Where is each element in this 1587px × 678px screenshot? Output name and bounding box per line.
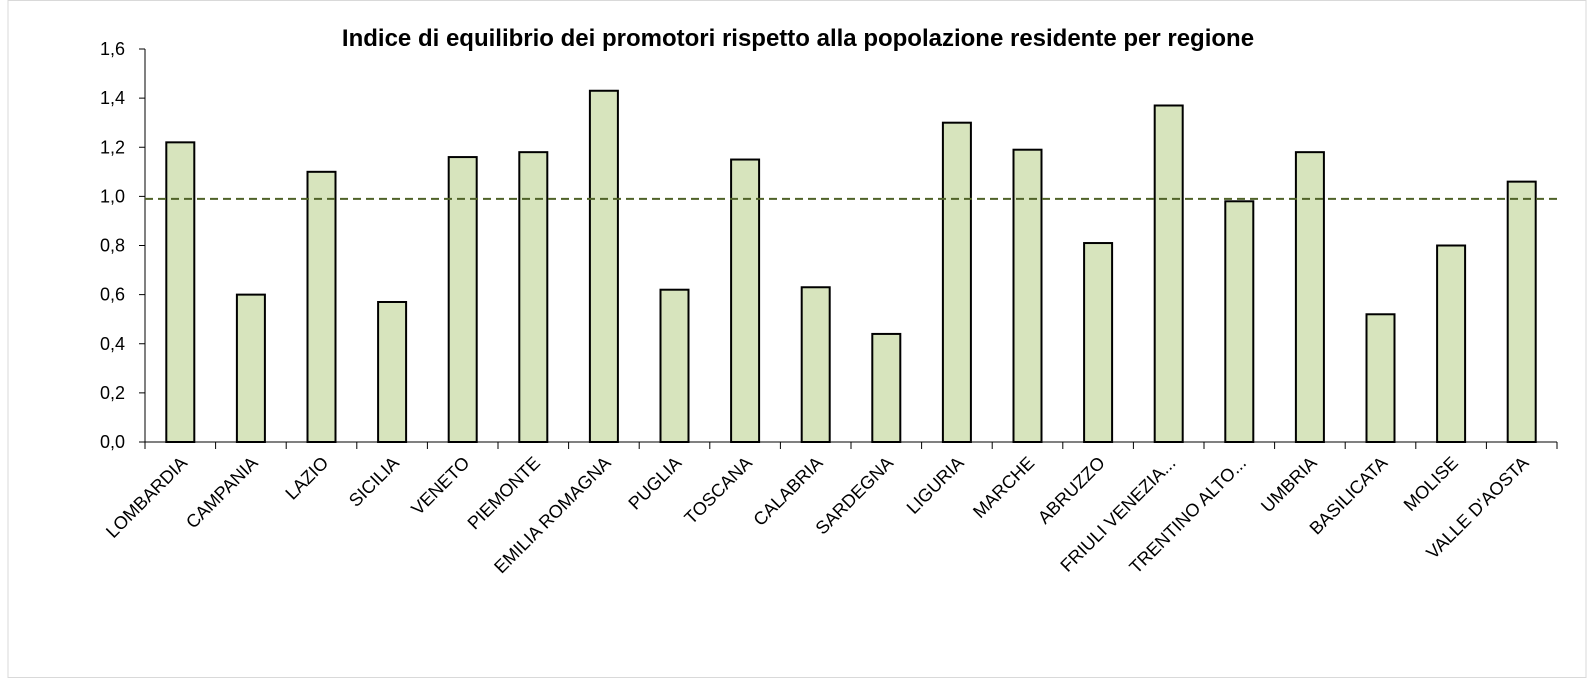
y-tick-label: 1,4 [100,88,125,108]
bar [871,332,902,443]
bar [235,293,266,443]
y-tick-label: 0,4 [100,334,125,354]
x-tick-label: PUGLIA [624,453,685,514]
bar [659,288,690,443]
bar [1083,242,1114,443]
x-tick-label: MOLISE [1400,453,1462,515]
x-tick-label: LAZIO [281,453,332,504]
bar [588,89,619,443]
bar [941,121,972,443]
x-tick-label: ABRUZZO [1034,453,1109,528]
x-tick-label: VENETO [407,453,473,519]
bar [1153,104,1184,444]
bar [306,170,337,443]
x-tick-label: LIGURIA [903,453,968,518]
bar [1294,151,1325,443]
x-tick-label: LOMBARDIA [102,453,191,542]
chart-title: Indice di equilibrio dei promotori rispe… [342,25,1254,52]
x-tick-label: TOSCANA [680,453,755,528]
x-tick-label: SICILIA [345,453,403,511]
y-tick-label: 0,8 [100,236,125,256]
x-tick-label: EMILIA ROMAGNA [490,453,614,577]
y-tick-label: 0,0 [100,432,125,452]
y-tick-label: 1,6 [100,39,125,59]
bar [518,151,549,443]
x-tick-label: FRIULI VENEZIA... [1056,453,1179,576]
y-tick-label: 1,0 [100,186,125,206]
x-tick-label: CAMPANIA [182,453,262,533]
x-tick-label: CALABRIA [749,453,826,530]
bar [165,141,196,443]
bar [800,286,831,443]
bar [1012,148,1043,444]
bar [1365,313,1396,443]
x-tick-label: TRENTINO ALTO... [1125,453,1250,578]
x-tick-label: MARCHE [969,453,1038,522]
bar [730,158,761,443]
bar [377,300,408,443]
y-tick-label: 0,2 [100,383,125,403]
bar [1436,244,1467,443]
bar [1224,200,1255,443]
bar [1506,180,1537,443]
y-tick-label: 1,2 [100,137,125,157]
x-tick-label: UMBRIA [1257,453,1321,517]
y-tick-label: 0,6 [100,285,125,305]
